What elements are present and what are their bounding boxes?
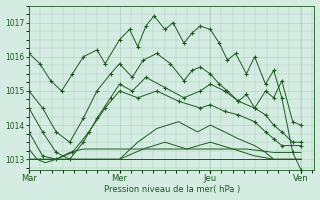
X-axis label: Pression niveau de la mer( hPa ): Pression niveau de la mer( hPa ) [104,185,240,194]
